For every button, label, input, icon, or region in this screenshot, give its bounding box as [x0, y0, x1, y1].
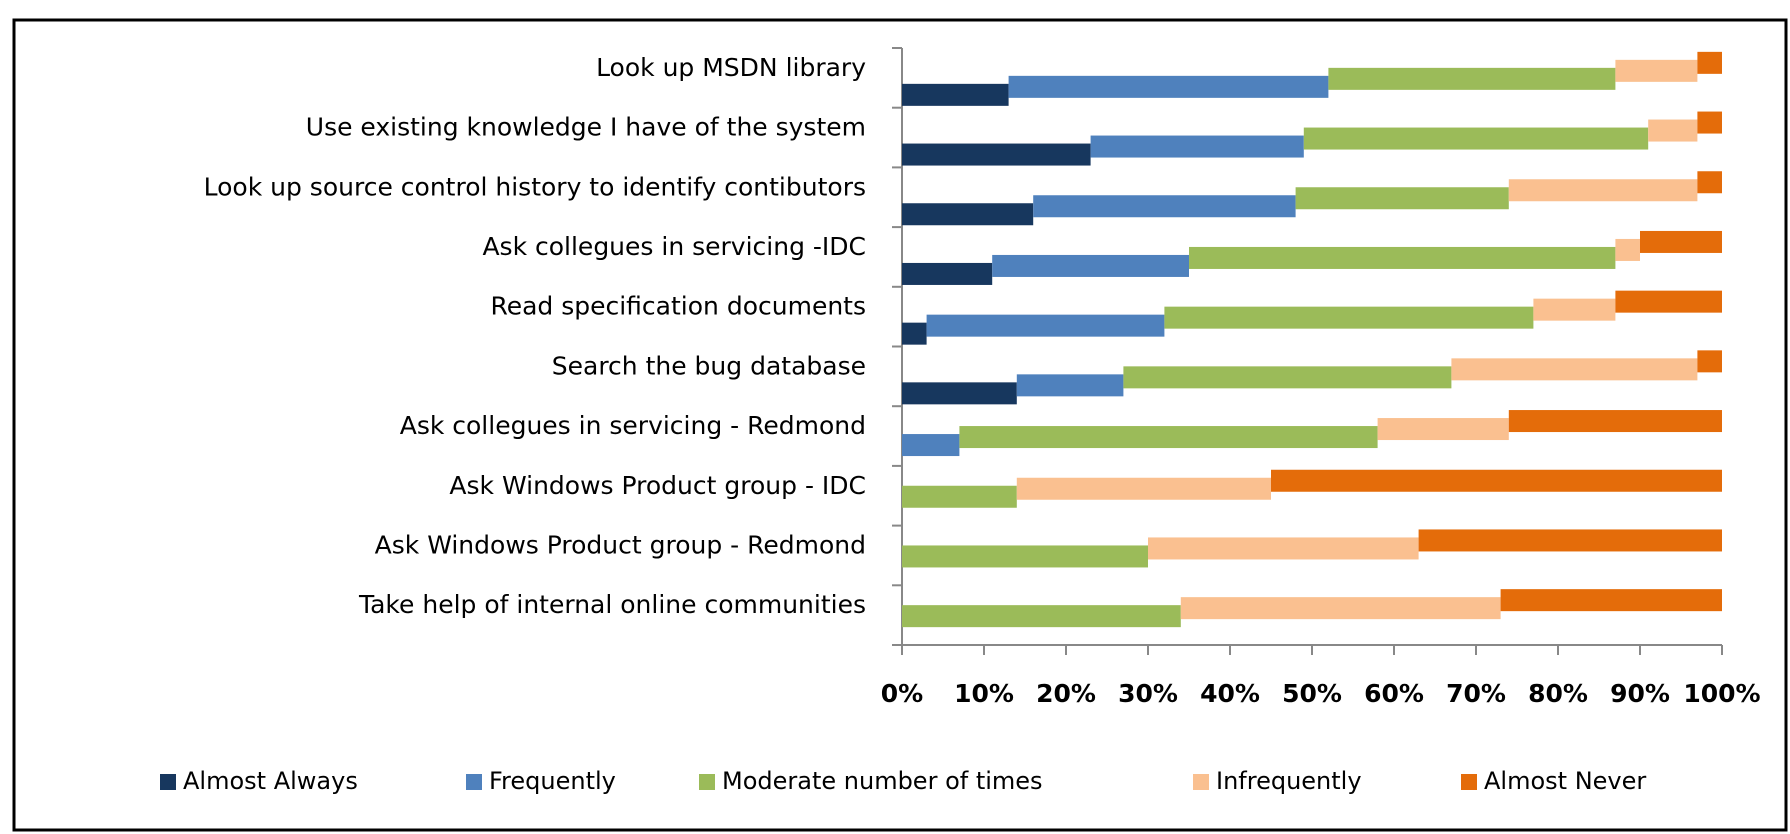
bar-segment: [1328, 67, 1616, 90]
bar-segment: [1164, 306, 1534, 329]
bar-segment: [1377, 418, 1509, 441]
x-tick-label: 70%: [1446, 679, 1506, 708]
legend-label: Almost Never: [1484, 767, 1646, 795]
bar-segment: [1016, 374, 1124, 397]
y-tick-label: Read specification documents: [490, 292, 866, 321]
bar-segment: [1189, 246, 1616, 269]
bar-segment: [1008, 75, 1329, 98]
y-tick-label: Use existing knowledge I have of the sys…: [306, 113, 866, 142]
bar-segment: [1295, 187, 1509, 210]
bar-segment: [902, 545, 1148, 568]
bar-segment: [902, 322, 927, 345]
legend-swatch: [1461, 774, 1477, 790]
legend-swatch: [160, 774, 176, 790]
bar-segment: [1615, 290, 1722, 313]
bar-segment: [1033, 195, 1296, 218]
y-tick-label: Look up MSDN library: [596, 53, 866, 82]
bar-segment: [1697, 350, 1722, 373]
bar-segment: [902, 485, 1017, 508]
legend-swatch: [699, 774, 715, 790]
x-tick-label: 40%: [1200, 679, 1260, 708]
x-tick-label: 30%: [1118, 679, 1178, 708]
bar-segment: [992, 254, 1189, 277]
bar-segment: [1697, 51, 1722, 74]
bar-segment: [1500, 589, 1722, 612]
legend-label: Frequently: [489, 767, 616, 795]
bar-segment: [1418, 529, 1722, 552]
y-tick-label: Search the bug database: [552, 351, 866, 380]
x-tick-label: 60%: [1364, 679, 1424, 708]
legend-label: Moderate number of times: [722, 767, 1043, 795]
bar-segment: [1123, 366, 1452, 389]
bar-segment: [1508, 410, 1722, 433]
bar-segment: [902, 262, 993, 285]
bar-segment: [1648, 119, 1698, 142]
bar-segment: [1697, 171, 1722, 194]
x-tick-label: 10%: [954, 679, 1014, 708]
x-tick-label: 20%: [1036, 679, 1096, 708]
bar-segment: [1615, 238, 1640, 261]
bar-segment: [1508, 179, 1698, 202]
y-tick-label: Ask Windows Product group - IDC: [449, 471, 866, 500]
bar-segment: [1640, 230, 1722, 253]
bar-segment: [902, 143, 1091, 166]
x-tick-label: 50%: [1282, 679, 1342, 708]
y-tick-label: Take help of internal online communities: [358, 590, 866, 619]
x-tick-label: 80%: [1528, 679, 1588, 708]
bar-segment: [1271, 469, 1722, 492]
x-tick-label: 0%: [881, 679, 923, 708]
bar-segment: [1303, 127, 1649, 150]
y-tick-label: Look up source control history to identi…: [204, 172, 866, 201]
legend-label: Almost Always: [183, 767, 358, 795]
bar-segment: [1180, 597, 1501, 620]
y-tick-label: Ask Windows Product group - Redmond: [375, 530, 866, 559]
bar-segment: [902, 382, 1017, 405]
bar-segment: [902, 434, 960, 457]
bar-segment: [902, 203, 1034, 226]
x-tick-label: 100%: [1683, 679, 1760, 708]
bar-segment: [902, 605, 1181, 628]
y-tick-label: Ask collegues in servicing - Redmond: [400, 411, 866, 440]
bar-segment: [1615, 59, 1698, 82]
y-tick-label: Ask collegues in servicing -IDC: [482, 232, 866, 261]
legend-label: Infrequently: [1216, 767, 1362, 795]
bar-segment: [1697, 111, 1722, 134]
bar-segment: [1090, 135, 1304, 158]
bar-segment: [902, 83, 1009, 106]
legend-swatch: [1193, 774, 1209, 790]
bar-segment: [1533, 298, 1616, 321]
bar-segment: [1148, 537, 1419, 560]
bar-segment: [926, 314, 1165, 337]
bar-segment: [1451, 358, 1698, 381]
bar-segment: [1016, 477, 1271, 500]
bar-segment: [959, 426, 1378, 449]
x-tick-label: 90%: [1610, 679, 1670, 708]
legend-swatch: [466, 774, 482, 790]
